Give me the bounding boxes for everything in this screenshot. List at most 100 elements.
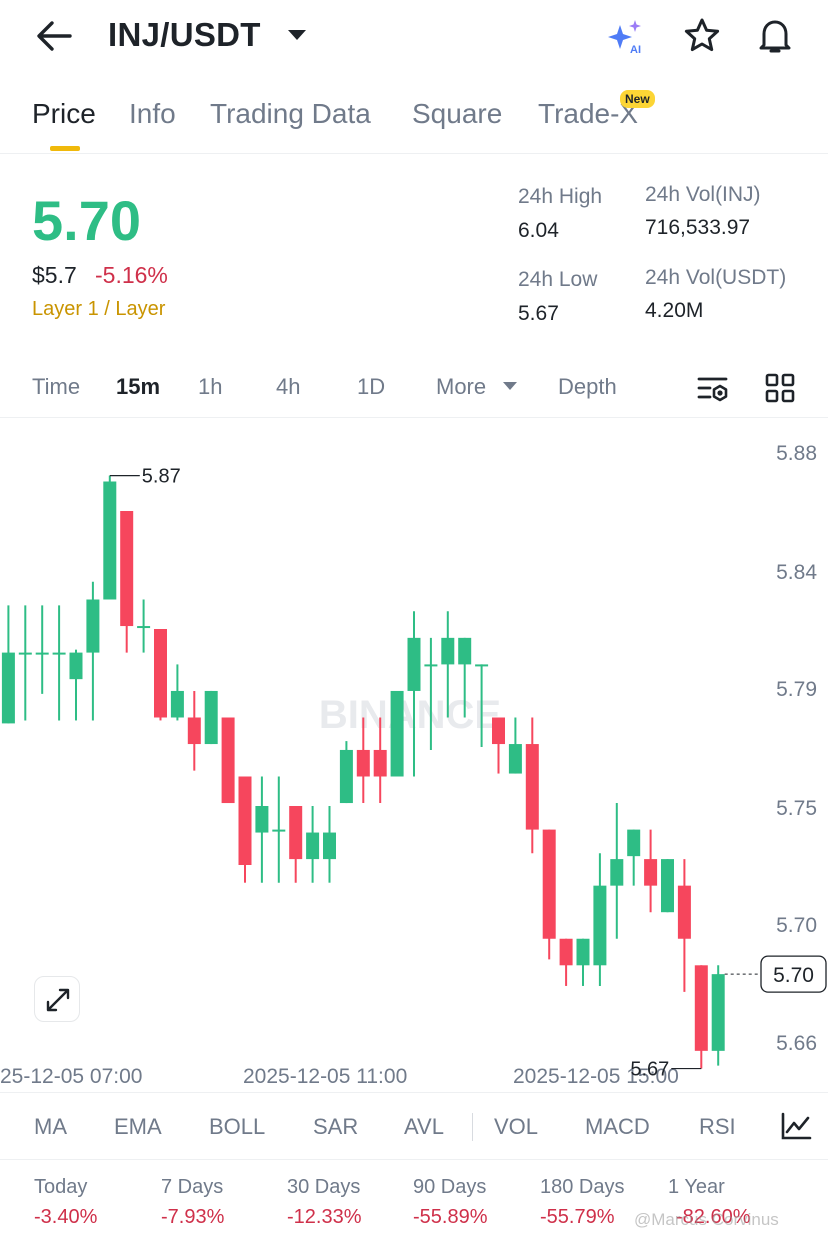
candle-body	[255, 806, 269, 833]
exchange-watermark: BINANCE	[319, 693, 501, 737]
perf-value-today: -3.40%	[34, 1206, 98, 1228]
perf-value-180d: -55.79%	[540, 1206, 615, 1228]
min-price-label: 5.67	[630, 1059, 669, 1081]
high-value: 6.04	[518, 219, 559, 242]
interval-4h[interactable]: 4h	[276, 374, 301, 399]
perf-label-today: Today	[34, 1176, 88, 1198]
candle-body	[221, 717, 235, 804]
perf-label-1y: 1 Year	[668, 1176, 725, 1198]
indicator-sar[interactable]: SAR	[313, 1114, 359, 1139]
interval-1h[interactable]: 1h	[198, 374, 223, 399]
candle-body	[238, 776, 252, 865]
category-tag[interactable]: Layer 1 / Layer	[32, 298, 166, 320]
candle-body	[339, 749, 353, 804]
candle-body	[610, 859, 624, 886]
perf-label-7d: 7 Days	[161, 1176, 224, 1198]
candle-body	[508, 744, 522, 774]
perf-label-30d: 30 Days	[287, 1176, 361, 1198]
candle-body	[1, 652, 15, 724]
indicator-chart-icon[interactable]	[780, 1111, 812, 1141]
volume-base-value: 716,533.97	[645, 216, 751, 239]
candle-body	[289, 806, 303, 860]
ai-label: AI	[630, 44, 641, 56]
candle-body	[154, 629, 167, 718]
candle-body	[694, 965, 708, 1051]
indicator-macd[interactable]: MACD	[585, 1114, 650, 1139]
caret-down-icon[interactable]	[288, 30, 306, 40]
indicator-ma[interactable]: MA	[34, 1114, 67, 1139]
volume-base-label: 24h Vol(INJ)	[645, 183, 761, 206]
more-caret-icon	[503, 382, 517, 390]
candle-body	[103, 481, 117, 600]
star-icon[interactable]	[682, 16, 722, 56]
candle-body	[644, 859, 658, 886]
perf-value-1y: -82.60%	[676, 1206, 751, 1228]
candle-body	[137, 626, 151, 629]
interval-depth[interactable]: Depth	[558, 374, 617, 399]
candle-body	[170, 690, 184, 718]
candle-body	[441, 637, 455, 665]
candle-body	[492, 717, 505, 745]
interval-1d[interactable]: 1D	[357, 374, 386, 399]
candle-body	[525, 744, 539, 830]
volume-quote-value: 4.20M	[645, 299, 704, 322]
x-axis-tick-label: 2025-12-05 15:00	[513, 1065, 679, 1088]
candle-body	[677, 885, 691, 939]
high-label: 24h High	[518, 185, 603, 208]
candle-body	[373, 749, 387, 777]
low-value: 5.67	[518, 302, 559, 325]
candle-body	[475, 664, 489, 667]
candle-body	[458, 637, 472, 665]
active-tab-indicator	[50, 146, 80, 151]
y-axis-tick-label: 5.88	[776, 442, 817, 465]
indicator-vol[interactable]: VOL	[494, 1114, 539, 1139]
back-arrow-icon[interactable]	[34, 18, 74, 54]
candle-body	[86, 599, 100, 653]
y-axis-tick-label: 5.75	[776, 797, 817, 820]
candle-body	[323, 832, 336, 860]
x-axis-tick-label: 25-12-05 07:00	[0, 1065, 142, 1088]
candle-body	[593, 885, 607, 966]
last-price-tag	[760, 955, 827, 993]
interval-bar: Time 15m 1h 4h 1D More Depth	[0, 360, 828, 418]
y-axis-tick-label: 5.79	[776, 678, 817, 701]
candle-body	[661, 859, 674, 913]
candle-body	[306, 832, 320, 860]
candle-body	[35, 652, 49, 655]
indicator-boll[interactable]: BOLL	[209, 1114, 266, 1139]
tab-price[interactable]: Price	[32, 98, 96, 129]
y-axis-tick-label: 5.70	[776, 914, 817, 937]
indicator-bar: MA EMA BOLL SAR AVL VOL MACD RSI	[0, 1092, 828, 1160]
ai-sparkle-icon[interactable]: AI	[606, 16, 646, 56]
candle-body	[356, 749, 370, 777]
candlestick-chart[interactable]: BINANCE 5.88 5.84 5.79 5.75 5.70 5.66 25-12-0…	[0, 418, 828, 1090]
y-axis-tick-label: 5.66	[776, 1032, 817, 1055]
perf-value-30d: -12.33%	[287, 1206, 362, 1228]
candle-body	[272, 829, 286, 832]
indicator-avl[interactable]: AVL	[404, 1114, 444, 1139]
new-badge: New	[620, 90, 655, 108]
grid-layout-icon[interactable]	[764, 372, 796, 404]
candle-body	[576, 938, 590, 966]
indicator-rsi[interactable]: RSI	[699, 1114, 736, 1139]
top-bar: INJ/USDT AI	[0, 0, 828, 76]
last-price: 5.70	[32, 189, 141, 252]
interval-more[interactable]: More	[436, 374, 487, 399]
bell-icon[interactable]	[755, 16, 795, 56]
volume-quote-label: 24h Vol(USDT)	[645, 266, 787, 289]
perf-value-7d: -7.93%	[161, 1206, 225, 1228]
interval-time[interactable]: Time	[32, 374, 81, 399]
low-label: 24h Low	[518, 268, 598, 291]
candle-body	[542, 829, 556, 939]
indicator-ema[interactable]: EMA	[114, 1114, 162, 1139]
tab-info[interactable]: Info	[129, 98, 176, 129]
chart-settings-icon[interactable]	[696, 372, 732, 406]
tab-trading-data[interactable]: Trading Data	[210, 98, 371, 129]
trading-pair-title[interactable]: INJ/USDT	[108, 16, 261, 53]
indicator-divider	[472, 1113, 473, 1141]
fullscreen-button[interactable]	[34, 976, 80, 1022]
tab-bar: Price Info Trading Data Square Trade-X N…	[0, 90, 828, 154]
tab-square[interactable]: Square	[412, 98, 503, 129]
interval-15m[interactable]: 15m	[116, 374, 161, 399]
candle-body	[187, 717, 201, 745]
